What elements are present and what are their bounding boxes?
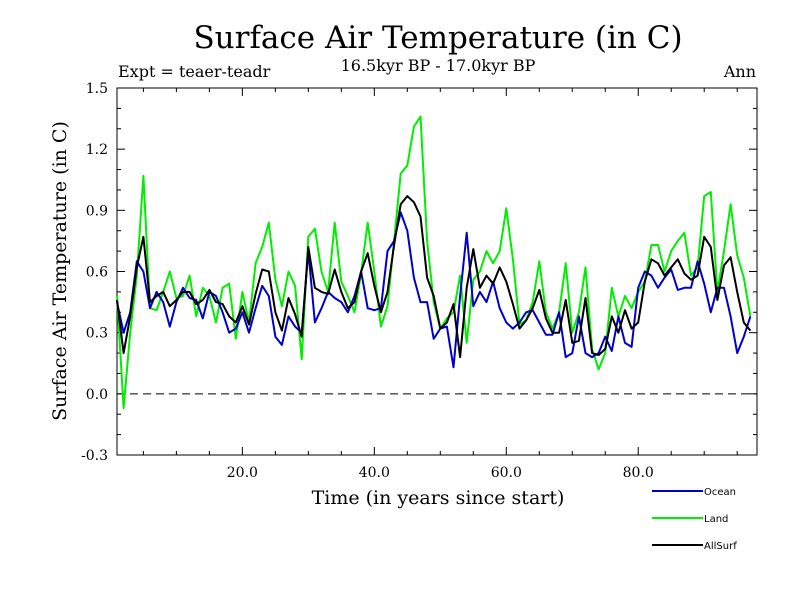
legend: Ocean Land AllSurf [652, 487, 737, 552]
plot-area: -0.3 0.0 0.3 0.6 0.9 1.2 1.5 20.0 40.0 60.0 80.0 [81, 81, 758, 481]
y-tick-label: 0.3 [86, 326, 108, 342]
y-tick-label: 0.0 [86, 387, 108, 403]
y-tick-label: 0.9 [86, 203, 108, 219]
x-tick-label: 40.0 [359, 465, 390, 481]
x-tick-label: 20.0 [227, 465, 258, 481]
chart-subtitle: 16.5kyr BP - 17.0kyr BP [341, 56, 536, 75]
x-axis-label: Time (in years since start) [312, 487, 565, 509]
y-tick-label: 1.2 [86, 142, 108, 158]
plot-frame [116, 87, 758, 456]
series-line-ocean [116, 211, 752, 369]
y-tick-label: -0.3 [81, 448, 108, 464]
legend-label-land: Land [704, 514, 728, 525]
period-label: Ann [723, 62, 756, 81]
series-line-allsurf [116, 195, 752, 359]
y-tick-label: 0.6 [86, 265, 108, 281]
y-tick-label: 1.5 [86, 81, 108, 97]
chart-title: Surface Air Temperature (in C) [193, 20, 682, 56]
legend-label-allsurf: AllSurf [704, 541, 737, 552]
x-tick-label: 80.0 [623, 465, 654, 481]
experiment-label: Expt = teaer-teadr [118, 62, 271, 81]
legend-label-ocean: Ocean [704, 487, 736, 498]
y-axis-label: Surface Air Temperature (in C) [49, 121, 71, 421]
x-tick-label: 60.0 [491, 465, 522, 481]
